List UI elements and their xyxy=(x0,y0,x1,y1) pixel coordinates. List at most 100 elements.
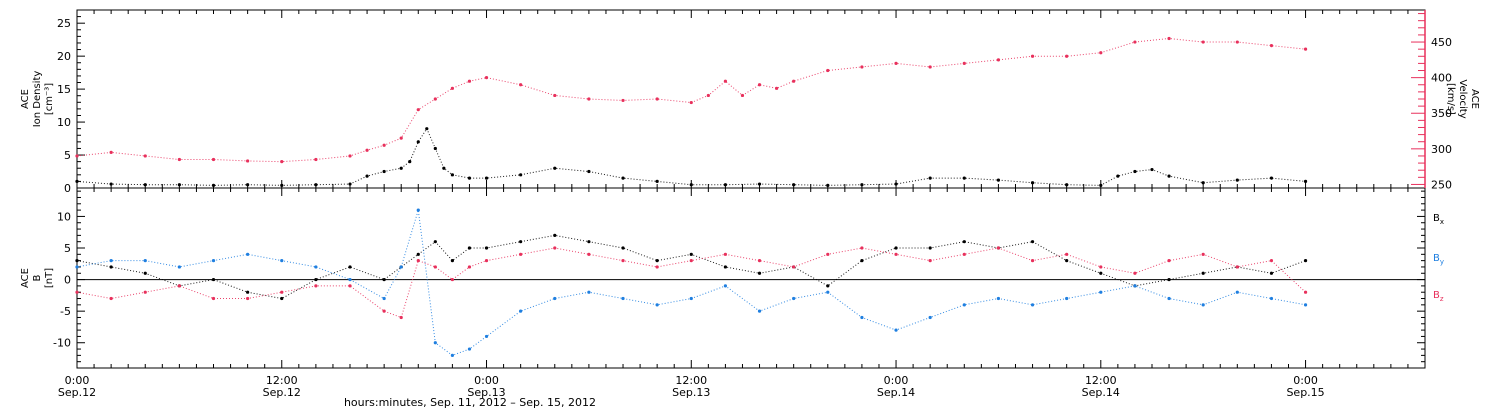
x-tick-label-time: 0:00 xyxy=(65,374,90,387)
velocity-point xyxy=(280,160,284,164)
ion-density-point xyxy=(826,183,830,187)
ion-density-point xyxy=(1303,179,1308,184)
by-point xyxy=(996,296,1001,301)
bz-point xyxy=(1303,290,1308,294)
velocity-point xyxy=(467,79,472,83)
bx-point xyxy=(928,246,932,250)
ion-density-point xyxy=(996,178,1001,182)
top-left-tick-label: 5 xyxy=(64,149,71,162)
x-axis-title: hours:minutes, Sep. 11, 2012 – Sep. 15, … xyxy=(344,396,596,409)
velocity-point xyxy=(928,65,932,69)
velocity-point xyxy=(740,93,745,98)
bz-point xyxy=(143,290,147,294)
bz-point xyxy=(433,265,437,269)
ticks-layer: 0:00Sep.1212:00Sep.120:00Sep.1312:00Sep.… xyxy=(53,10,1452,399)
by-point xyxy=(553,296,557,301)
bx-point xyxy=(75,259,79,263)
bz-point xyxy=(1235,265,1239,269)
by-point xyxy=(1167,296,1171,301)
ion-density-point xyxy=(1116,174,1120,178)
by-point xyxy=(211,259,216,263)
velocity-point xyxy=(416,108,420,112)
bx-point xyxy=(757,271,762,275)
bx-point xyxy=(467,246,472,250)
top-left-axis-label-line-3: [cm⁻³] xyxy=(44,83,55,115)
x-tick-label-time: 12:00 xyxy=(266,374,298,387)
ion-density-point xyxy=(1269,176,1274,180)
x-tick-label-date: Sep.12 xyxy=(263,386,301,399)
ion-density-point xyxy=(416,140,420,144)
bx-point xyxy=(962,240,966,244)
bx-point xyxy=(1201,271,1205,275)
bx-point xyxy=(1030,240,1035,244)
ion-density-point xyxy=(1235,178,1239,182)
bz-point xyxy=(484,259,489,263)
ion-density-point xyxy=(246,183,250,187)
bx-point xyxy=(1269,271,1274,275)
bz-point xyxy=(1167,259,1171,263)
bx-point xyxy=(433,240,437,244)
by-point xyxy=(826,290,830,294)
velocity-point xyxy=(484,76,489,80)
bottom-axis-label-line-1: ACE xyxy=(20,268,31,288)
bottom-panel-frame xyxy=(76,187,1426,369)
bz-point xyxy=(1269,259,1274,263)
velocity-point xyxy=(143,154,147,158)
by-point xyxy=(433,341,437,345)
top-left-axis-label-line-2: Ion Density xyxy=(32,71,43,128)
bottom-tick-label: -5 xyxy=(60,305,71,318)
top-left-tick-label: 25 xyxy=(57,17,71,30)
bz-point xyxy=(177,284,181,288)
bx-point xyxy=(109,265,113,269)
velocity-point xyxy=(1133,40,1137,44)
bz-point xyxy=(450,277,454,282)
by-point xyxy=(962,303,966,307)
bz-point xyxy=(211,296,216,301)
bz-point xyxy=(587,252,591,256)
ion-density-point xyxy=(1030,181,1035,185)
bottom-tick-label: 0 xyxy=(64,274,71,287)
ion-density-point xyxy=(587,169,591,174)
bx-point xyxy=(280,296,284,301)
velocity-point xyxy=(365,148,369,152)
by-point xyxy=(348,277,352,282)
velocity-point xyxy=(860,65,864,69)
bx-point xyxy=(1167,277,1171,282)
velocity-trace xyxy=(76,37,1306,163)
top-left-tick-label: 20 xyxy=(57,50,71,63)
top-left-tick-label: 10 xyxy=(57,116,71,129)
bz-point xyxy=(553,246,557,250)
ion-density-point xyxy=(1099,183,1103,187)
by-point xyxy=(416,208,420,212)
top-left-axis-label-line-1: ACE xyxy=(20,89,31,109)
x-tick-label-date: Sep.13 xyxy=(672,386,710,399)
ion-density-point xyxy=(467,176,472,180)
velocity-point xyxy=(621,98,625,103)
velocity-point xyxy=(723,79,728,83)
legend-entry-bx: Bx xyxy=(1433,213,1444,226)
bx-point xyxy=(348,265,352,269)
top-right-axis-label: ACE Velocity [km/s] xyxy=(1445,79,1480,118)
by-trace xyxy=(76,209,1306,356)
by-point xyxy=(1303,303,1308,307)
top-right-axis-label-line-1: ACE xyxy=(1469,89,1480,109)
bx-point xyxy=(587,240,591,244)
velocity-point xyxy=(314,157,318,162)
by-point xyxy=(382,296,386,301)
x-tick-label-date: Sep.15 xyxy=(1286,386,1324,399)
bx-point xyxy=(314,277,318,282)
by-point xyxy=(894,328,898,332)
bz-point xyxy=(399,315,403,320)
top-left-tick-label: 0 xyxy=(64,182,71,195)
x-tick-label-time: 12:00 xyxy=(675,374,707,387)
by-point xyxy=(450,353,454,357)
ion-density-point xyxy=(425,127,429,131)
bz-point xyxy=(75,290,79,294)
bz-point xyxy=(314,284,318,288)
velocity-point xyxy=(211,157,216,162)
ion-density-point xyxy=(621,176,625,180)
bz-trace xyxy=(76,247,1306,319)
bz-point xyxy=(519,252,523,256)
velocity-point xyxy=(826,68,830,73)
